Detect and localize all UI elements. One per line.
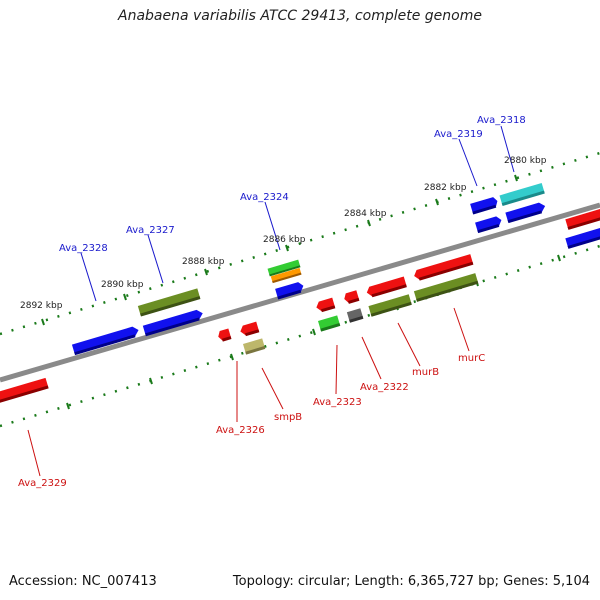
label-ava-2323: Ava_2323	[313, 397, 362, 408]
label-murb: murB	[412, 367, 439, 378]
top-scale-ruler	[0, 151, 600, 336]
gene-ava-2326[interactable]	[217, 328, 232, 343]
label-ava-2327: Ava_2327	[126, 225, 175, 236]
label-ava-2322: Ava_2322	[360, 382, 409, 393]
gene-right-red[interactable]	[565, 208, 600, 230]
gene-labels-top: Ava_2318 Ava_2319 Ava_2324 Ava_2327 Ava_…	[59, 115, 526, 254]
kbp-label-2892: 2892 kbp	[20, 301, 63, 311]
gene-ava-2324-b[interactable]	[270, 267, 302, 284]
kbp-label-2884: 2884 kbp	[344, 209, 387, 219]
kbp-label-2882: 2882 kbp	[424, 183, 467, 193]
gene-murb[interactable]	[368, 294, 412, 317]
kbp-labels: 2880 kbp 2882 kbp 2884 kbp 2886 kbp 2888…	[20, 156, 547, 311]
gene-murb-a[interactable]	[365, 276, 407, 299]
gene-ava-2327-a[interactable]	[137, 288, 201, 317]
gene-ava-2323-b[interactable]	[317, 315, 341, 332]
gene-labels-bottom: Ava_2329 Ava_2326 smpB Ava_2323 Ava_2322…	[18, 353, 485, 489]
map-title: Anabaena variabilis ATCC 29413, complete…	[118, 8, 482, 24]
genome-summary: Topology: circular; Length: 6,365,727 bp…	[232, 574, 590, 589]
gene-ava-2323[interactable]	[315, 297, 336, 314]
accession-label: Accession: NC_007413	[9, 574, 157, 589]
gene-ava-2322[interactable]	[343, 290, 360, 305]
kbp-label-2886: 2886 kbp	[263, 235, 306, 245]
bottom-scale-ruler	[0, 244, 600, 428]
gene-right-blue[interactable]	[565, 227, 600, 249]
label-murc: murC	[458, 353, 485, 364]
gene-blocks	[0, 182, 600, 404]
gene-ava-2324-a[interactable]	[267, 259, 301, 277]
label-ava-2326: Ava_2326	[216, 425, 265, 436]
label-ava-2318: Ava_2318	[477, 115, 526, 126]
gene-ava-2327-b[interactable]	[142, 308, 205, 337]
label-ava-2319: Ava_2319	[434, 129, 483, 140]
kbp-label-2890: 2890 kbp	[101, 280, 144, 290]
gene-ava-2324-c[interactable]	[275, 281, 305, 300]
gene-ava-2322-b[interactable]	[346, 308, 364, 323]
gene-smpb[interactable]	[239, 321, 260, 338]
label-smpb: smpB	[274, 412, 302, 423]
label-ava-2324: Ava_2324	[240, 192, 289, 203]
gene-smpb-b[interactable]	[242, 338, 266, 355]
gene-murc-b[interactable]	[413, 273, 479, 302]
bottom-label-leaders	[27, 307, 470, 477]
gene-ava-2329[interactable]	[0, 377, 49, 404]
kbp-label-2880: 2880 kbp	[504, 156, 547, 166]
label-ava-2328: Ava_2328	[59, 243, 108, 254]
label-ava-2329: Ava_2329	[18, 478, 67, 489]
kbp-label-2888: 2888 kbp	[182, 257, 225, 267]
gene-ava-2319-b[interactable]	[475, 215, 503, 234]
gene-ava-2328[interactable]	[71, 325, 140, 356]
gene-ava-2319-a[interactable]	[470, 196, 499, 215]
gene-ava-2318[interactable]	[499, 182, 545, 207]
gene-murc[interactable]	[413, 254, 474, 282]
gene-ava-2318-b[interactable]	[505, 201, 546, 224]
top-label-leaders	[80, 125, 515, 302]
